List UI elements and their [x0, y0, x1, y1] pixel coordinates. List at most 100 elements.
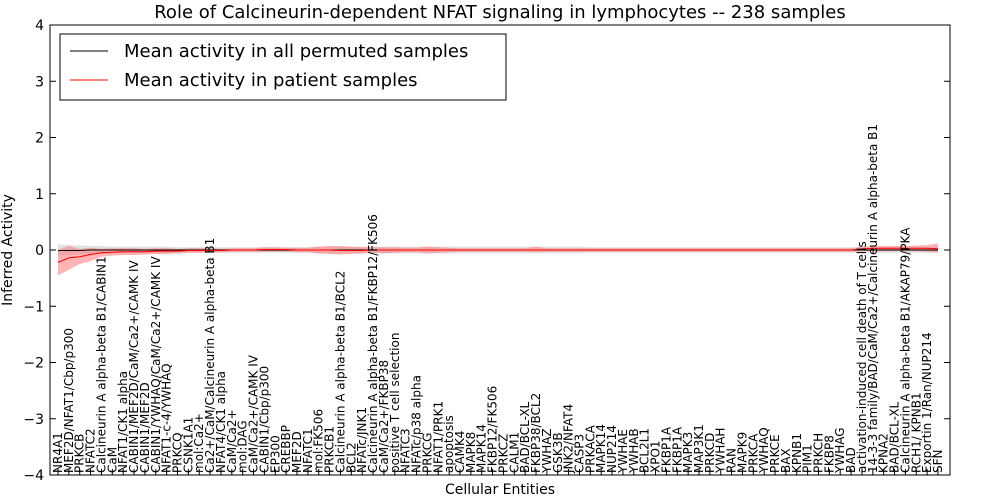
- y-tick-label: 2: [35, 131, 44, 147]
- category-label: NFAT1-c-4/YWHAQ: [160, 363, 174, 473]
- category-label: BAX: [779, 448, 793, 473]
- y-tick-label: 0: [35, 243, 44, 259]
- y-tick-label: −4: [23, 468, 44, 484]
- category-label: MEF2D: [290, 431, 304, 473]
- category-label: CABIN1/MEF2D: [138, 382, 152, 473]
- category-label: CABIN1/Cbp/p300: [257, 366, 271, 473]
- category-label: FKBP38/BCL2: [529, 393, 543, 473]
- category-label: FKBP12/FK506: [486, 386, 500, 473]
- category-label: NFATC3: [399, 428, 413, 473]
- y-axis-label: Inferred Activity: [0, 194, 16, 306]
- category-label: mol:DAG: [236, 420, 250, 473]
- category-label: YWHAQ: [757, 427, 771, 474]
- category-label: MAPK14: [475, 424, 489, 473]
- category-label: Calcineurin A alpha-beta B1/CABIN1: [94, 256, 108, 473]
- category-label: EP300: [268, 435, 282, 473]
- x-axis-label: Cellular Entities: [445, 482, 555, 498]
- chart-title: Role of Calcineurin-dependent NFAT signa…: [154, 2, 846, 23]
- category-label: BCL2: [344, 442, 358, 473]
- category-label: PRKACA: [583, 424, 597, 473]
- y-tick-label: 3: [35, 74, 44, 90]
- category-label: NFAT1/CK1 alpha: [116, 371, 130, 473]
- category-label: NFATc/JNK1: [355, 407, 369, 473]
- category-label: FKBP1A: [659, 426, 673, 473]
- category-label: YWHAG: [833, 427, 847, 474]
- category-label: PRKCG: [420, 433, 434, 473]
- category-label: CaM/Ca2+/CAMK IV: [247, 354, 261, 473]
- category-label: NUP214: [605, 425, 619, 473]
- category-label: Calcineurin A alpha-beta B1/AKAP79/PKA: [898, 227, 912, 473]
- category-label: KPNB1: [790, 433, 804, 473]
- category-label: RCH1/ KPNB1: [909, 392, 923, 473]
- category-label: CaM/Ca2+/FKBP38: [377, 360, 391, 473]
- category-label: YWHAB: [627, 428, 641, 474]
- category-label: YWHAE: [616, 429, 630, 474]
- category-label: CREBBP: [279, 425, 293, 473]
- category-label: BCL2L1: [638, 428, 652, 473]
- category-label: BAD: [844, 447, 858, 473]
- category-label: Calcineurin A alpha-beta B1/BCL2: [333, 271, 347, 473]
- category-label: RAN: [725, 448, 739, 473]
- category-label: CABIN1/YWHAQ/CaM/Ca2+/CAMK IV: [149, 256, 163, 473]
- category-label: apoptosis: [442, 415, 456, 473]
- y-tick-label: −1: [23, 299, 44, 315]
- category-label: BAD/BCL-XL: [888, 401, 902, 473]
- category-label: PIM1: [801, 444, 815, 473]
- legend: Mean activity in all permuted samples Me…: [59, 33, 507, 101]
- category-label: MAP3K1: [692, 424, 706, 473]
- band-series-1: [58, 243, 938, 276]
- category-label: activation-induced cell death of T cells: [855, 241, 869, 473]
- category-label: CABIN1/MEF2D/CaM/Ca2+/CAMK IV: [127, 259, 141, 473]
- category-label: PRKCZ: [496, 434, 510, 473]
- series-lines: [57, 247, 939, 263]
- category-label: PRKCB: [73, 434, 87, 473]
- category-label: FKBP1A: [670, 426, 684, 473]
- category-label: MAPK3: [681, 432, 695, 473]
- category-label: PRKCH: [811, 433, 825, 473]
- y-ticks: 4 3 2 1 0 −1 −2 −3 −4: [23, 18, 950, 484]
- category-label: CSNK1A1: [181, 417, 195, 473]
- category-label: CaM: [105, 447, 119, 473]
- category-label: BAD/BCL-XL: [518, 401, 532, 473]
- category-label: PRKCA: [746, 433, 760, 473]
- category-label: MEF2D/NFAT1/Cbp/p300: [62, 328, 76, 473]
- line-series-1: [57, 247, 939, 263]
- category-label: NFAT4/CK1 alpha: [214, 371, 228, 473]
- category-label: YWHAZ: [540, 428, 554, 474]
- category-label: mol:FK506: [312, 409, 326, 473]
- category-label: Calcineurin A alpha-beta B1/FKBP12/FK506: [366, 214, 380, 473]
- category-label: PRKCB1: [323, 426, 337, 473]
- category-label: NFATC1: [301, 428, 315, 473]
- y-tick-label: 4: [35, 18, 44, 34]
- legend-label-patient: Mean activity in patient samples: [124, 70, 418, 91]
- category-label: MAPK14: [594, 424, 608, 473]
- category-label: XPO1: [649, 440, 663, 473]
- category-label: Ca2+/CaM/Calcineurin A alpha-beta B1: [203, 238, 217, 473]
- category-label: CAMK4: [453, 431, 467, 473]
- category-label: NFATc/p38 alpha: [410, 375, 424, 473]
- category-label: GSK3B: [551, 432, 565, 473]
- category-label: mol:Ca2+: [192, 413, 206, 473]
- category-label: CASP3: [572, 434, 586, 473]
- legend-label-permuted: Mean activity in all permuted samples: [124, 41, 468, 62]
- category-label: YWHAH: [714, 428, 728, 474]
- category-label: PRKCE: [768, 434, 782, 473]
- legend-box: [59, 33, 507, 101]
- category-label: MAPK8: [464, 432, 478, 473]
- category-label: NFATC2: [84, 428, 98, 473]
- category-label: 14-3-3 family/BAD/CaM/Ca2+/Calcineurin A…: [866, 124, 880, 473]
- category-label: SFN: [931, 450, 945, 474]
- category-label: positive T cell selection: [388, 333, 402, 473]
- category-label: FKBP8: [822, 435, 836, 473]
- y-tick-label: −3: [23, 412, 44, 428]
- category-label: MAPK9: [735, 432, 749, 473]
- category-label: PRKCQ: [171, 432, 185, 473]
- category-label: JNK2/NFAT4: [562, 404, 576, 474]
- y-tick-label: 1: [35, 187, 44, 203]
- category-labels: NR4A1MEF2D/NFAT1/Cbp/p300PRKCBNFATC2Calc…: [51, 124, 945, 475]
- category-label: Exportin 1/Ran/NUP214: [920, 332, 934, 473]
- category-label: CALM1: [507, 432, 521, 473]
- category-label: NR4A1: [51, 432, 65, 473]
- category-label: CaM/Ca2+: [225, 409, 239, 473]
